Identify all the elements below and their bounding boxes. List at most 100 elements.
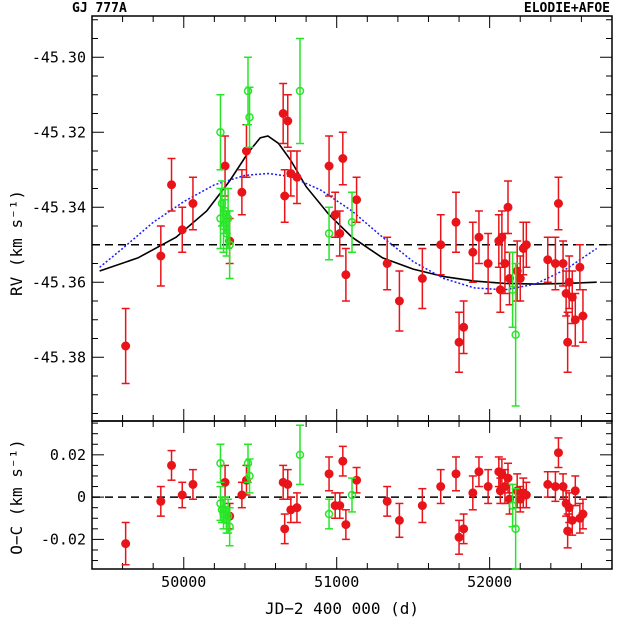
data-point xyxy=(216,94,225,171)
data-point xyxy=(245,86,254,148)
marker-filled xyxy=(563,526,573,536)
data-point xyxy=(335,492,345,520)
data-point xyxy=(382,236,392,291)
marker-open xyxy=(347,490,357,500)
x-tick-label: 51000 xyxy=(314,573,359,591)
data-point xyxy=(543,236,553,283)
data-point xyxy=(503,180,513,235)
data-point xyxy=(330,191,340,238)
plot-frame xyxy=(91,420,613,570)
data-point xyxy=(352,466,362,494)
marker-filled xyxy=(495,285,505,295)
marker-filled xyxy=(188,479,198,489)
data-point xyxy=(280,513,290,545)
marker-filled xyxy=(454,337,464,347)
data-point xyxy=(417,247,427,310)
marker-filled xyxy=(278,109,288,118)
marker-filled xyxy=(543,255,553,265)
data-point xyxy=(511,487,520,570)
data-point xyxy=(521,481,531,509)
data-point xyxy=(495,266,505,313)
data-point xyxy=(451,456,461,492)
marker-filled xyxy=(500,259,510,268)
marker-open xyxy=(216,459,225,468)
marker-filled xyxy=(570,315,580,325)
data-point xyxy=(503,462,513,494)
y-tick-label: 0 xyxy=(77,488,86,506)
marker-filled xyxy=(563,337,573,347)
solid-model-curve xyxy=(99,135,597,285)
marker-filled xyxy=(352,195,362,205)
data-point xyxy=(505,251,515,306)
marker-open xyxy=(511,524,520,534)
data-point xyxy=(283,468,293,500)
marker-filled xyxy=(324,469,334,479)
marker-filled xyxy=(121,341,131,351)
data-point xyxy=(454,311,464,373)
data-point xyxy=(563,513,573,549)
marker-filled xyxy=(451,217,461,227)
marker-filled xyxy=(459,322,469,332)
marker-filled xyxy=(468,247,478,257)
marker-filled xyxy=(521,240,531,250)
data-point xyxy=(578,498,588,530)
data-point xyxy=(352,176,362,223)
data-point xyxy=(394,502,404,539)
data-point xyxy=(483,468,493,505)
marker-filled xyxy=(177,225,187,235)
data-point xyxy=(341,509,351,541)
marker-filled xyxy=(483,259,493,268)
data-point xyxy=(167,157,177,212)
data-point xyxy=(550,470,560,503)
data-point xyxy=(511,262,520,407)
marker-filled xyxy=(564,277,574,287)
marker-filled xyxy=(394,515,404,525)
marker-filled xyxy=(451,469,461,479)
data-point xyxy=(459,513,469,545)
data-point xyxy=(347,477,357,513)
x-axis-label: JD−2 400 000 (d) xyxy=(265,599,419,618)
marker-open xyxy=(223,511,233,521)
marker-filled xyxy=(567,515,577,525)
marker-filled xyxy=(436,482,446,492)
data-point xyxy=(324,135,334,197)
marker-filled xyxy=(553,448,563,458)
marker-filled xyxy=(578,311,588,321)
rv-panel: -45.30 -45.32 -45.34 -45.36 -45.38 xyxy=(32,15,613,422)
marker-filled xyxy=(503,473,513,483)
data-point xyxy=(521,221,531,268)
data-point xyxy=(121,521,131,566)
marker-filled xyxy=(575,262,585,272)
marker-filled xyxy=(167,180,177,190)
marker-filled xyxy=(436,240,446,250)
marker-filled xyxy=(280,524,290,534)
marker-filled xyxy=(156,496,166,506)
top-ylabel: RV (km s⁻¹) xyxy=(7,190,26,296)
marker-filled xyxy=(521,490,531,500)
data-point xyxy=(578,289,588,343)
data-point xyxy=(324,456,334,492)
data-point xyxy=(177,481,187,509)
data-point xyxy=(436,214,446,276)
data-point xyxy=(278,82,288,145)
data-point xyxy=(283,94,293,148)
data-point xyxy=(324,498,334,530)
marker-filled xyxy=(241,146,251,156)
data-point xyxy=(156,225,166,287)
data-point xyxy=(223,498,233,534)
data-point xyxy=(335,210,345,257)
marker-filled xyxy=(543,479,553,489)
marker-filled xyxy=(468,488,478,498)
data-point xyxy=(575,244,585,291)
data-point xyxy=(394,270,404,332)
marker-filled xyxy=(578,509,588,519)
marker-filled xyxy=(558,259,568,268)
marker-filled xyxy=(550,482,560,492)
marker-filled xyxy=(394,296,404,306)
instrument-label: ELODIE+AFOE xyxy=(524,1,610,16)
marker-open xyxy=(295,450,305,460)
marker-filled xyxy=(335,229,345,238)
data-point xyxy=(558,240,568,287)
y-tick-label: -0.02 xyxy=(41,530,86,548)
